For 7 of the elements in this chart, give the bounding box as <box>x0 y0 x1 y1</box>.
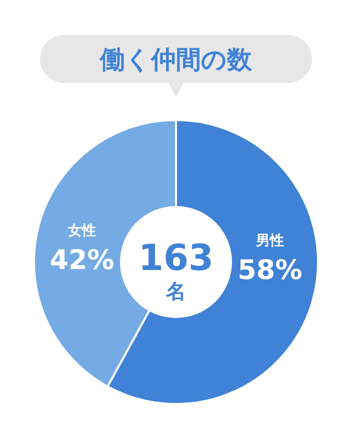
slice-label: 男性 <box>254 232 284 249</box>
chart-title: 働く仲間の数 <box>99 45 253 74</box>
slice-label: 女性 <box>67 223 96 240</box>
data-label: 58% <box>238 254 302 286</box>
data-label: 42% <box>50 245 114 276</box>
text: 163 <box>138 238 214 279</box>
text: 名 <box>165 279 186 303</box>
